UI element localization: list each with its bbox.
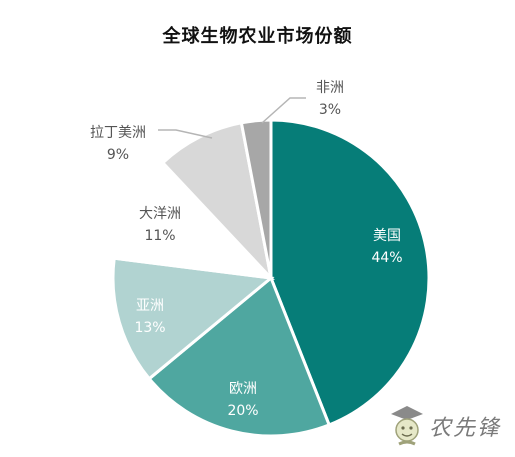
leader-line <box>261 97 306 124</box>
slice-value-label: 3% <box>319 102 341 118</box>
watermark-text: 农先锋 <box>429 416 502 441</box>
chart-title: 全球生物农业市场份额 <box>162 26 353 47</box>
pie-slice <box>269 118 431 427</box>
slice-name-label: 美国 <box>373 228 401 244</box>
slice-name-label: 拉丁美洲 <box>90 125 146 141</box>
pie-labels: 美国 44% 欧洲 20% 亚洲 13% 大洋洲 11% 拉丁美洲 9% 非洲 3% <box>90 80 403 419</box>
slice-name-label: 非洲 <box>316 80 344 96</box>
pie-slice <box>239 118 273 279</box>
slice-name-label: 大洋洲 <box>139 206 181 222</box>
leader-lines <box>158 97 306 139</box>
slice-value-label: 44% <box>371 250 402 266</box>
slice-name-label: 亚洲 <box>136 298 164 314</box>
slice-value-label: 9% <box>107 147 129 163</box>
pie-slice <box>111 256 275 381</box>
pie-slice <box>112 160 275 281</box>
watermark: 农先锋 <box>385 400 505 450</box>
slice-value-label: 11% <box>144 228 175 244</box>
pie-slices <box>111 118 431 438</box>
slice-name-label: 欧洲 <box>229 381 257 397</box>
slice-value-label: 13% <box>134 320 165 336</box>
slice-value-label: 20% <box>227 403 258 419</box>
pie-slice <box>147 275 332 438</box>
pie-slice <box>160 121 274 283</box>
leader-line <box>158 129 213 139</box>
watermark-logo-icon <box>391 406 423 446</box>
